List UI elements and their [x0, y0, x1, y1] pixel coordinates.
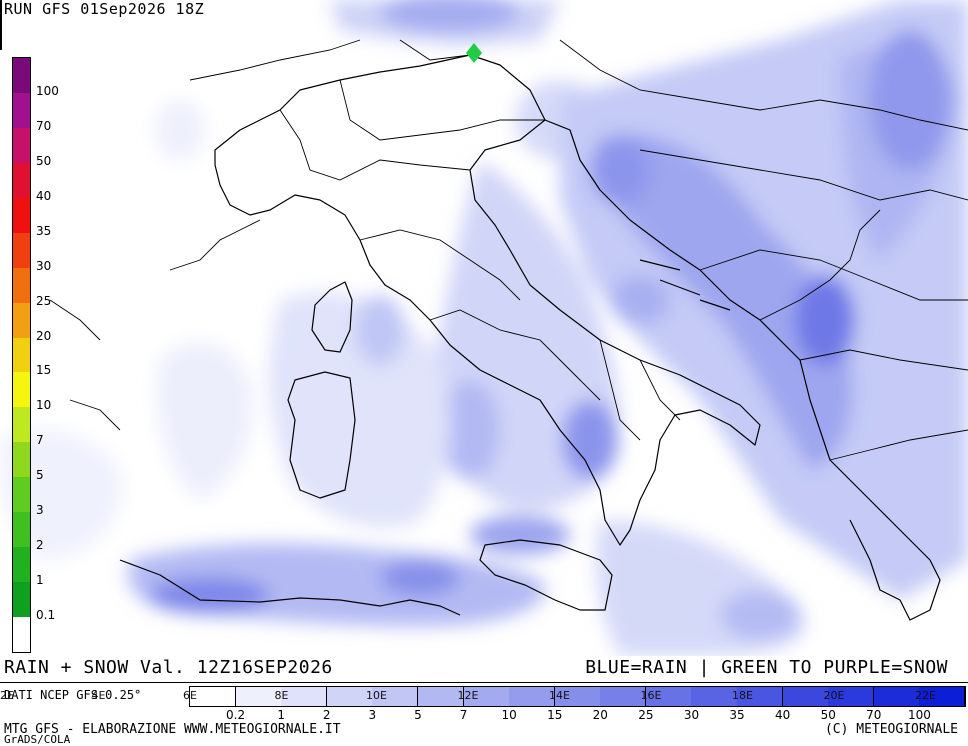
- snow-scale-cell: [13, 232, 30, 269]
- rain-scale-label: 7: [459, 708, 468, 722]
- rain-scale-cell: [919, 687, 966, 706]
- snow-scale-label: 1: [36, 573, 44, 588]
- longitude-label: 12E: [457, 689, 479, 702]
- rain-scale-label: 35: [729, 708, 745, 722]
- snow-scale-label: 0.1: [36, 608, 56, 623]
- rain-scale-cell: [737, 687, 784, 706]
- rain-scale-cell: [509, 687, 556, 706]
- snow-scale-label: 7: [36, 433, 44, 448]
- rain-scale-cell: [372, 687, 419, 706]
- snow-scale-cell: [13, 407, 30, 443]
- longitude-label: 8E: [274, 689, 289, 702]
- rain-field: [0, 0, 968, 656]
- borders: [49, 39, 968, 461]
- snow-scale-cell: [13, 58, 30, 94]
- snow-marker: [466, 43, 482, 63]
- longitude-label: 6E: [183, 689, 197, 702]
- rain-scale-cell: [235, 687, 282, 706]
- frame-left-tick: [0, 0, 2, 50]
- snow-scale-cell: [13, 162, 30, 199]
- rain-scale-cell: [691, 687, 738, 706]
- rain-scale-cell: [782, 687, 829, 706]
- rain-scale-cell: [417, 687, 465, 706]
- rain-scale-cell: [873, 687, 920, 706]
- snow-scale-cell: [13, 267, 30, 304]
- rain-color-bar: [189, 686, 966, 707]
- rain-scale-label: 1: [277, 708, 285, 722]
- snow-scale-label: 2: [36, 538, 44, 553]
- rain-scale-label: 70: [866, 708, 882, 722]
- snow-scale-cell: [13, 337, 30, 373]
- snow-scale-cell: [13, 197, 30, 234]
- longitude-label: 14E: [549, 689, 570, 702]
- rain-scale-cell: [600, 687, 647, 706]
- rain-scale-label: 15: [547, 708, 563, 722]
- longitude-label: 18E: [732, 689, 753, 702]
- snow-scale-label: 3: [36, 503, 44, 518]
- longitude-label: 4E: [91, 689, 106, 702]
- run-title: RUN GFS 01Sep2026 18Z: [4, 0, 205, 18]
- snow-scale-cell: [13, 477, 30, 513]
- snow-scale-label: 20: [36, 328, 52, 343]
- snow-scale-label: 35: [36, 223, 52, 238]
- snow-color-bar: [12, 57, 31, 653]
- rain-scale-label: 2: [322, 708, 331, 722]
- snow-scale-cell: [13, 127, 30, 164]
- rain-scale-cell: [190, 687, 237, 706]
- snow-scale-label: 5: [36, 468, 44, 483]
- rain-scale-label: 50: [820, 708, 836, 722]
- snow-scale-label: 40: [36, 188, 52, 203]
- rain-scale-label: 40: [775, 708, 791, 722]
- snow-scale-cell: [13, 547, 30, 583]
- snow-scale-label: 15: [36, 363, 52, 378]
- credit-right: (C) METEOGIORNALE: [824, 722, 958, 737]
- map-title: RAIN + SNOW Val. 12Z16SEP2026: [4, 657, 333, 678]
- rain-scale-label: 10: [501, 708, 517, 722]
- rain-scale-label: 5: [414, 708, 422, 722]
- longitude-label: 10E: [366, 689, 387, 702]
- snow-scale-label: 50: [36, 153, 52, 168]
- snow-scale-label: 25: [36, 293, 52, 308]
- longitude-label: 2E: [0, 689, 14, 702]
- snow-scale-cell: [13, 512, 30, 548]
- rain-scale-cell: [645, 687, 692, 706]
- longitude-label: 22E: [915, 689, 936, 702]
- rain-scale-cell: [463, 687, 510, 706]
- snow-scale-cell: [13, 442, 30, 478]
- rain-scale-label: 30: [683, 708, 700, 722]
- coastlines: [119, 54, 941, 621]
- snow-scale-cell: [13, 617, 30, 653]
- longitude-label: 20E: [823, 689, 845, 702]
- longitude-label: 16E: [640, 689, 662, 702]
- data-source: DATI NCEP GFS 0.25°: [4, 688, 142, 702]
- snow-scale-label: 100: [36, 83, 59, 98]
- snow-scale-cell: [13, 372, 30, 408]
- rain-scale-cell: [281, 687, 328, 706]
- rain-scale-cell: [326, 687, 373, 706]
- snow-scale-label: 70: [36, 118, 52, 133]
- grads-credit: GrADS/COLA: [4, 733, 71, 746]
- snow-scale-label: 30: [36, 258, 52, 273]
- rain-scale-label: 25: [638, 708, 654, 722]
- rain-scale-label: 0.2: [226, 708, 246, 722]
- rain-scale-cell: [828, 687, 875, 706]
- divider-line: [0, 682, 968, 683]
- credit-left: MTG GFS - ELABORAZIONE WWW.METEOGIORNALE…: [4, 722, 341, 737]
- snow-scale-cell: [13, 582, 30, 618]
- rain-scale-label: 3: [368, 708, 377, 722]
- rain-scale-cell: [554, 687, 601, 706]
- snow-scale-label: 10: [36, 398, 52, 413]
- snow-scale-cell: [13, 302, 30, 339]
- precipitation-map: [0, 0, 968, 656]
- snow-scale-cell: [13, 92, 30, 129]
- legend-note: BLUE=RAIN | GREEN TO PURPLE=SNOW: [585, 657, 948, 678]
- rain-scale-label: 100: [907, 708, 931, 722]
- rain-scale-label: 20: [592, 708, 608, 722]
